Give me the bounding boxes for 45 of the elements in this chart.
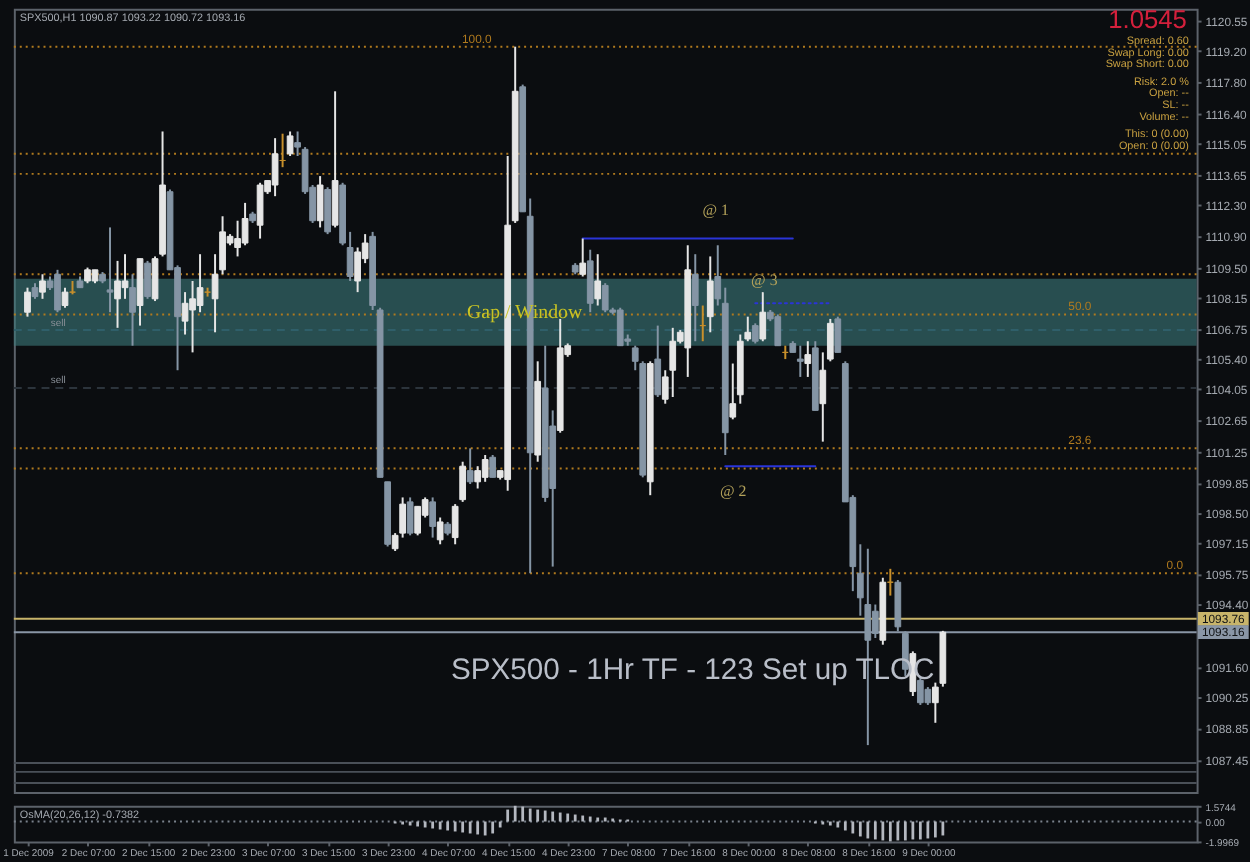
candlestick bbox=[594, 253, 602, 307]
candlestick bbox=[586, 248, 594, 314]
candlestick bbox=[751, 322, 759, 345]
candlestick bbox=[129, 273, 136, 347]
candlestick bbox=[54, 268, 61, 314]
candlestick bbox=[706, 255, 714, 334]
candlestick bbox=[481, 454, 489, 483]
candlestick bbox=[61, 286, 69, 309]
candlestick bbox=[151, 255, 159, 303]
candlestick bbox=[114, 259, 121, 329]
candlestick bbox=[144, 259, 151, 300]
candlestick bbox=[414, 505, 422, 537]
candlestick bbox=[256, 181, 264, 240]
annotation: @ 1 bbox=[702, 201, 729, 220]
candlestick bbox=[774, 313, 782, 347]
annotation: @ 2 bbox=[720, 481, 747, 500]
candlestick bbox=[466, 447, 474, 486]
candlestick bbox=[691, 253, 699, 343]
candlestick bbox=[834, 315, 842, 354]
candlestick bbox=[796, 344, 804, 378]
candlestick bbox=[331, 90, 339, 229]
candlestick bbox=[804, 340, 812, 378]
candlestick bbox=[669, 326, 677, 398]
candlestick bbox=[601, 282, 609, 314]
candlestick bbox=[429, 496, 437, 539]
candlestick bbox=[451, 503, 459, 546]
candlestick bbox=[106, 226, 114, 314]
candlestick bbox=[39, 273, 46, 300]
candlestick bbox=[24, 286, 31, 318]
candlestick bbox=[286, 130, 294, 157]
candlestick bbox=[324, 186, 331, 236]
candlestick bbox=[579, 237, 587, 278]
candlestick bbox=[459, 460, 467, 503]
candlestick bbox=[489, 454, 497, 479]
candlestick bbox=[121, 253, 129, 300]
candlestick bbox=[759, 291, 767, 343]
candlestick bbox=[136, 257, 144, 327]
candlestick bbox=[616, 306, 624, 347]
candlestick bbox=[406, 496, 414, 537]
candlestick bbox=[316, 175, 324, 229]
annotation: 1.0545 bbox=[1108, 4, 1187, 35]
annotation: @ 3 bbox=[751, 271, 778, 290]
candlestick bbox=[436, 516, 444, 546]
candlestick bbox=[654, 324, 662, 398]
candlestick bbox=[271, 137, 279, 198]
